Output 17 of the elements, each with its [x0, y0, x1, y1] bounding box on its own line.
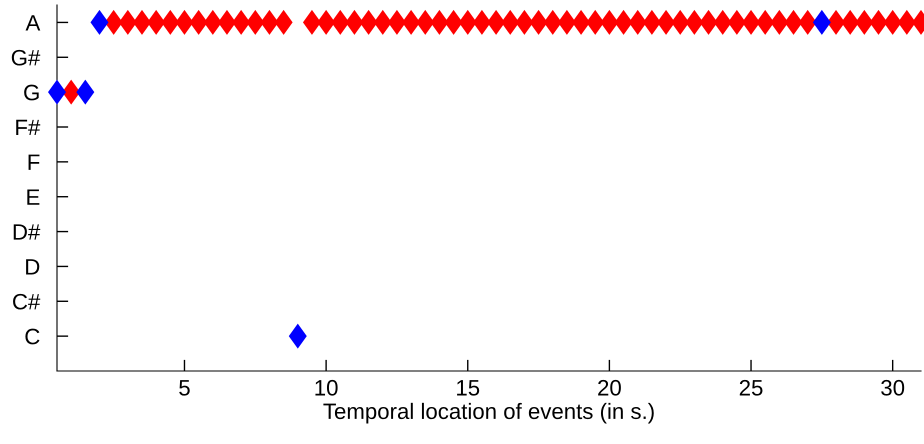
- y-tick-label: C#: [13, 294, 40, 310]
- y-tick-label: A: [26, 15, 40, 30]
- y-tick-label: G: [24, 84, 39, 100]
- x-tick-label: 10: [315, 380, 338, 396]
- x-tick-label: 5: [179, 380, 190, 396]
- x-tick-label: 15: [457, 380, 480, 396]
- x-tick-label: 25: [740, 380, 762, 396]
- y-tick-label: D#: [14, 224, 40, 240]
- x-tick-label: 30: [881, 380, 904, 396]
- y-tick-label: F#: [16, 120, 40, 136]
- y-tick-label: F: [28, 154, 40, 170]
- x-axis-title: Temporal location of events (in s.): [323, 402, 654, 424]
- y-tick-label: C: [25, 328, 40, 344]
- y-tick-label: E: [27, 189, 40, 205]
- x-tick-label: 20: [598, 380, 621, 396]
- y-tick-label: G#: [12, 50, 40, 66]
- y-tick-label: D: [26, 259, 40, 274]
